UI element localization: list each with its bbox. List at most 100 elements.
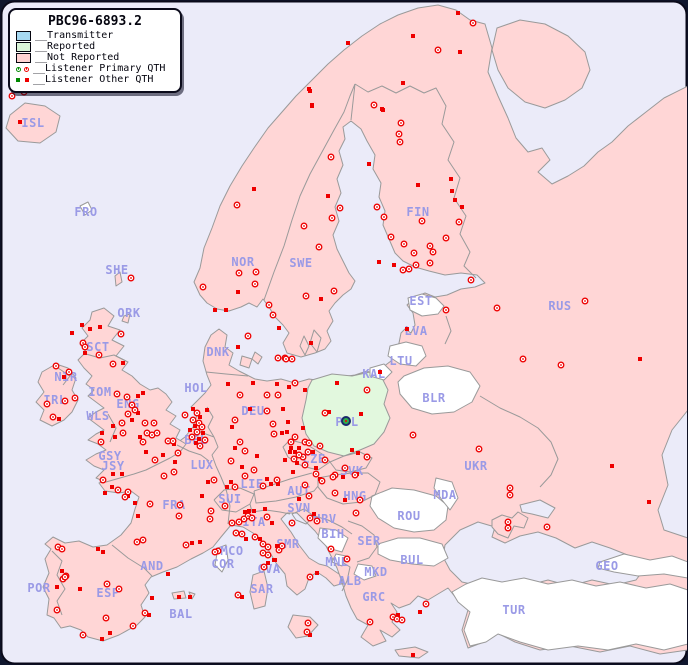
listener-other-marker	[343, 498, 347, 502]
listener-primary-dot	[61, 548, 63, 550]
listener-other-marker	[311, 450, 315, 454]
listener-primary-dot	[396, 618, 398, 620]
region-bul	[377, 537, 449, 567]
listener-primary-dot	[344, 467, 346, 469]
listener-other-marker	[258, 537, 262, 541]
country-label-grc: GRC	[362, 590, 385, 604]
listener-other-marker	[309, 341, 313, 345]
country-border	[341, 561, 351, 592]
country-border	[354, 83, 477, 279]
country-label-alb: ALB	[338, 574, 361, 588]
listener-primary-dot	[267, 554, 269, 556]
country-border	[51, 550, 66, 616]
listener-primary-dot	[64, 576, 66, 578]
listener-other-marker	[194, 441, 198, 445]
listener-other-marker	[638, 357, 642, 361]
listener-primary-dot	[330, 156, 332, 158]
listener-primary-dot	[230, 460, 232, 462]
listener-other-marker	[62, 375, 66, 379]
listener-other-marker	[230, 425, 234, 429]
region-ltu	[387, 341, 427, 367]
listener-primary-dot	[262, 485, 264, 487]
listener-other-marker	[111, 472, 115, 476]
listener-other-marker	[98, 325, 102, 329]
listener-other-marker	[100, 637, 104, 641]
listener-primary-dot	[209, 518, 211, 520]
region-crimea	[491, 511, 529, 539]
country-border	[215, 465, 227, 490]
listener-primary-dot	[331, 217, 333, 219]
listener-primary-dot	[332, 476, 334, 478]
listener-primary-dot	[429, 262, 431, 264]
listener-primary-dot	[470, 279, 472, 281]
country-label-sui: SUI	[218, 492, 241, 506]
listener-primary-dot	[234, 486, 236, 488]
listener-other-marker	[315, 571, 319, 575]
listener-primary-dot	[167, 440, 169, 442]
country-border	[317, 472, 381, 505]
listener-primary-dot	[346, 558, 348, 560]
listener-primary-dot	[478, 448, 480, 450]
listener-primary-dot	[214, 551, 216, 553]
listener-other-marker	[240, 595, 244, 599]
region-mda	[433, 477, 459, 511]
listener-primary-dot	[359, 499, 361, 501]
country-border	[347, 520, 378, 563]
listener-primary-dot	[437, 49, 439, 51]
listener-other-marker	[103, 491, 107, 495]
listener-primary-dot	[262, 552, 264, 554]
listener-other-marker	[301, 426, 305, 430]
country-label-mco: MCO	[220, 544, 243, 558]
listener-other-marker	[276, 482, 280, 486]
listener-primary-dot	[238, 521, 240, 523]
listener-other-marker	[377, 260, 381, 264]
listener-primary-dot	[100, 441, 102, 443]
listener-primary-dot	[316, 520, 318, 522]
listener-primary-dot	[173, 471, 175, 473]
country-label-lie: LIE	[240, 477, 263, 491]
listener-primary-dot	[390, 236, 392, 238]
listener-other-marker	[401, 81, 405, 85]
listener-other-marker	[244, 537, 248, 541]
listener-primary-dot	[305, 295, 307, 297]
country-label-ork: ORK	[117, 306, 140, 320]
listener-primary-dot	[64, 400, 66, 402]
listener-other-marker	[396, 613, 400, 617]
listener-other-marker	[108, 631, 112, 635]
country-label-dnk: DNK	[206, 345, 229, 359]
country-label-mne: MNE	[325, 555, 348, 569]
listener-primary-dot	[401, 619, 403, 621]
country-border	[479, 395, 559, 488]
listener-other-marker	[138, 435, 142, 439]
country-label-cze: CZE	[302, 452, 325, 466]
listener-other-marker	[314, 466, 318, 470]
listener-other-marker	[88, 327, 92, 331]
listener-other-marker	[252, 187, 256, 191]
listener-primary-dot	[413, 252, 415, 254]
listener-other-marker	[224, 308, 228, 312]
listener-primary-dot	[179, 504, 181, 506]
listener-other-marker	[272, 558, 276, 562]
listener-primary-dot	[272, 314, 274, 316]
listener-primary-dot	[237, 594, 239, 596]
listener-primary-dot	[522, 358, 524, 360]
listener-primary-dot	[445, 309, 447, 311]
legend-label: __Not Reported	[35, 52, 120, 63]
listener-primary-dot	[273, 433, 275, 435]
listener-primary-dot	[293, 458, 295, 460]
legend-row-reported: __Reported	[16, 42, 174, 52]
country-border	[211, 436, 219, 467]
listener-other-marker	[236, 345, 240, 349]
listener-other-marker	[367, 162, 371, 166]
listener-primary-dot	[425, 603, 427, 605]
listener-other-marker	[416, 183, 420, 187]
listener-primary-dot	[11, 95, 13, 97]
legend-row-listener-other: __Listener Other QTH	[16, 75, 174, 85]
transmitter-center-dot	[345, 420, 347, 422]
listener-primary-dot	[56, 609, 58, 611]
listener-primary-dot	[105, 617, 107, 619]
country-border	[313, 515, 353, 535]
listener-other-marker	[150, 596, 154, 600]
listener-primary-dot	[403, 243, 405, 245]
